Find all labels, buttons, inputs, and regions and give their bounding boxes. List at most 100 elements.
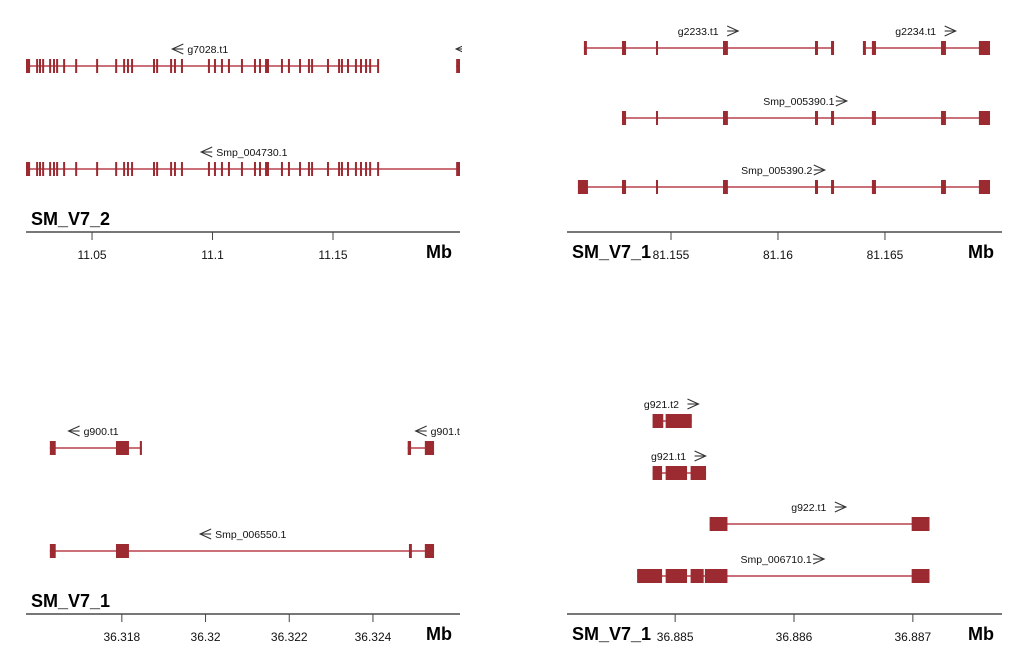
exon bbox=[665, 466, 688, 480]
tracks: g7028.t1 g Smp_004730.1 bbox=[26, 43, 477, 176]
panel-1: g7028.t1 g Smp_004730.1 11.05 11.1 11.15 SM_V7… bbox=[26, 43, 477, 262]
genome-axis: 36.318 36.32 36.322 36.324 SM_V7_1 Mb bbox=[26, 591, 460, 644]
exon bbox=[49, 441, 56, 455]
transcript-label: Smp_005390.1 bbox=[763, 96, 834, 108]
exon bbox=[63, 162, 66, 176]
strand-arrow-right-icon bbox=[694, 450, 707, 462]
chromosome-label: SM_V7_1 bbox=[572, 624, 651, 644]
track-row: g2233.t1 g2234.t1 bbox=[583, 25, 991, 55]
chromosome-label: SM_V7_1 bbox=[31, 591, 110, 611]
exon bbox=[456, 162, 460, 176]
unit-label: Mb bbox=[968, 242, 994, 262]
exon bbox=[311, 162, 314, 176]
exon bbox=[36, 162, 39, 176]
exon bbox=[49, 544, 56, 558]
exon bbox=[42, 59, 45, 73]
tick-label: 36.885 bbox=[657, 630, 694, 644]
transcript-label: g bbox=[471, 44, 477, 56]
track-row: Smp_006550.1 bbox=[49, 528, 435, 558]
exon bbox=[407, 441, 412, 455]
exon bbox=[265, 59, 268, 73]
exon bbox=[862, 41, 866, 55]
tick-label: 81.165 bbox=[867, 248, 904, 262]
exon bbox=[240, 162, 243, 176]
exon bbox=[369, 162, 372, 176]
exon bbox=[326, 162, 329, 176]
exon bbox=[96, 162, 99, 176]
exon bbox=[709, 517, 728, 531]
exon bbox=[831, 111, 835, 125]
track-row: g921.t2 bbox=[644, 398, 700, 428]
exon bbox=[207, 59, 210, 73]
exon bbox=[115, 162, 118, 176]
exon bbox=[265, 162, 268, 176]
transcript: g2234.t1 bbox=[862, 25, 991, 55]
exon bbox=[978, 180, 991, 194]
exon bbox=[170, 59, 173, 73]
tick-label: 81.16 bbox=[763, 248, 793, 262]
exon bbox=[253, 59, 256, 73]
exon bbox=[814, 111, 818, 125]
strand-arrow-left-icon bbox=[198, 528, 212, 540]
exon bbox=[123, 162, 126, 176]
exon bbox=[115, 544, 129, 558]
transcript-label: g2233.t1 bbox=[678, 26, 719, 38]
exon bbox=[978, 41, 991, 55]
exon bbox=[56, 59, 59, 73]
exon bbox=[340, 162, 343, 176]
tracks: g921.t2 g921.t1 g922.t1 Smp_006710.1 bbox=[637, 398, 930, 583]
exon bbox=[280, 59, 283, 73]
track-row: Smp_004730.1 bbox=[26, 146, 460, 176]
exon bbox=[75, 162, 78, 176]
transcript-label: g921.t2 bbox=[644, 399, 679, 411]
exon bbox=[307, 59, 310, 73]
transcript-label: g901.t bbox=[431, 426, 460, 438]
exon bbox=[180, 59, 183, 73]
exon bbox=[259, 162, 262, 176]
exon bbox=[424, 441, 435, 455]
track-row: Smp_006710.1 bbox=[637, 553, 930, 583]
exon bbox=[115, 59, 118, 73]
exon bbox=[656, 180, 659, 194]
exon bbox=[346, 59, 349, 73]
track-row: g7028.t1 g bbox=[26, 43, 477, 73]
exon bbox=[704, 569, 728, 583]
exon bbox=[338, 162, 341, 176]
tick-label: 11.05 bbox=[77, 248, 106, 262]
exon bbox=[36, 59, 39, 73]
exon bbox=[173, 59, 176, 73]
tick-label: 11.15 bbox=[318, 248, 347, 262]
transcript: g900.t1 bbox=[49, 425, 142, 455]
tick-label: 36.324 bbox=[355, 630, 392, 644]
exon bbox=[139, 441, 142, 455]
exon bbox=[220, 59, 223, 73]
exon bbox=[126, 59, 129, 73]
exon bbox=[253, 162, 256, 176]
exon bbox=[49, 59, 52, 73]
exon bbox=[338, 59, 341, 73]
transcript: g bbox=[454, 44, 477, 73]
transcript: Smp_004730.1 bbox=[26, 146, 460, 176]
strand-arrow-right-icon bbox=[834, 501, 848, 513]
exon bbox=[652, 414, 664, 428]
strand-arrow-right-icon bbox=[726, 25, 740, 37]
exon bbox=[814, 180, 818, 194]
strand-arrow-right-icon bbox=[687, 398, 700, 410]
tick-label: 36.886 bbox=[776, 630, 813, 644]
transcript-label: g921.t1 bbox=[651, 451, 686, 463]
strand-arrow-right-icon bbox=[835, 95, 849, 107]
exon bbox=[96, 59, 99, 73]
exon bbox=[131, 59, 134, 73]
exon bbox=[690, 569, 704, 583]
exon bbox=[456, 59, 460, 73]
exon bbox=[359, 59, 362, 73]
exon bbox=[52, 59, 55, 73]
exon bbox=[814, 41, 818, 55]
tick-label: 36.887 bbox=[895, 630, 932, 644]
tracks: g2233.t1 g2234.t1 Smp_005390.1 Smp_005390.2 bbox=[577, 25, 991, 194]
exon bbox=[266, 162, 269, 176]
exon bbox=[213, 162, 216, 176]
strand-arrow-left-icon bbox=[67, 425, 80, 437]
exon bbox=[266, 59, 269, 73]
exon bbox=[287, 59, 290, 73]
